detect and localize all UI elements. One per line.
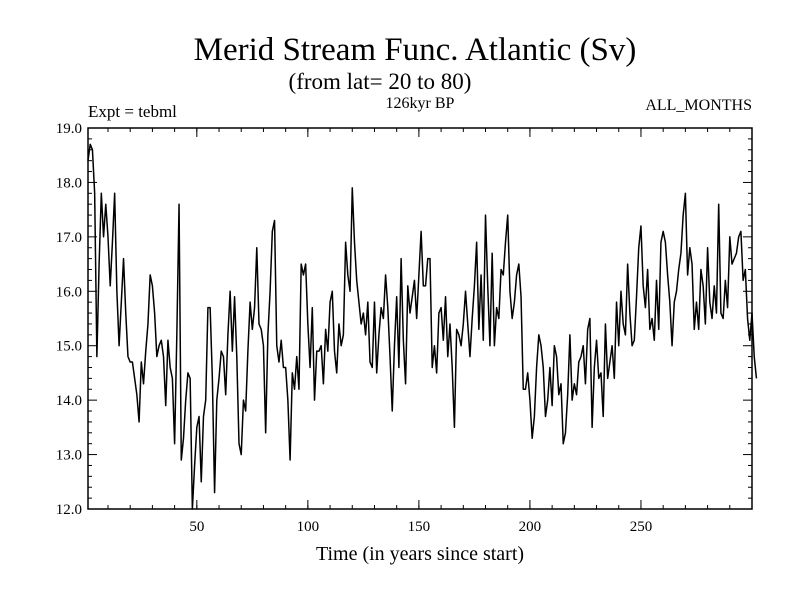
x-tick-label: 50	[189, 519, 204, 535]
y-tick-label: 19.0	[56, 121, 82, 137]
x-tick-label: 100	[297, 519, 320, 535]
y-tick-label: 17.0	[56, 230, 82, 246]
x-tick-label: 150	[408, 519, 431, 535]
y-tick-label: 15.0	[56, 339, 82, 355]
experiment-label: Expt = tebml	[88, 102, 177, 121]
y-tick-label: 16.0	[56, 284, 82, 300]
y-tick-label: 18.0	[56, 175, 82, 191]
y-tick-label: 12.0	[56, 502, 82, 518]
plot-frame	[87, 127, 753, 510]
period-label: 126kyr BP	[386, 95, 455, 112]
chart-title: Merid Stream Func. Atlantic (Sv)	[194, 32, 637, 68]
x-axis-label: Time (in years since start)	[316, 543, 524, 565]
y-tick-labels: 12.0 13.0 14.0 15.0 16.0 17.0 18.0 19.0	[56, 121, 82, 518]
y-tick-label: 13.0	[56, 448, 82, 464]
y-tick-label: 14.0	[56, 393, 82, 409]
series-line	[87, 143, 758, 510]
months-label: ALL_MONTHS	[645, 97, 752, 114]
x-tick-labels: 50 100 150 200 250	[189, 519, 652, 535]
chart-subtitle: (from lat= 20 to 80)	[289, 69, 472, 94]
x-tick-label: 200	[519, 519, 542, 535]
x-tick-label: 250	[630, 519, 653, 535]
